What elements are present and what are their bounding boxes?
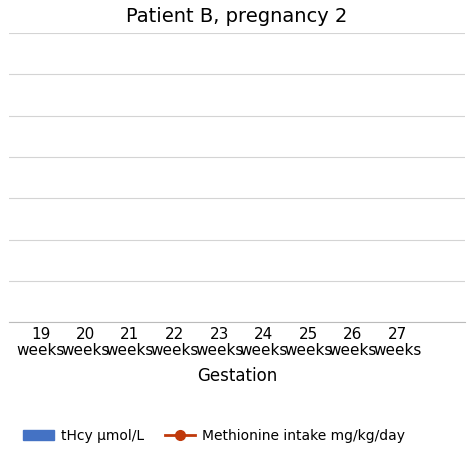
X-axis label: Gestation: Gestation	[197, 367, 277, 385]
Title: Patient B, pregnancy 2: Patient B, pregnancy 2	[126, 7, 348, 26]
Legend: tHcy μmol/L, Methionine intake mg/kg/day: tHcy μmol/L, Methionine intake mg/kg/day	[18, 423, 411, 448]
